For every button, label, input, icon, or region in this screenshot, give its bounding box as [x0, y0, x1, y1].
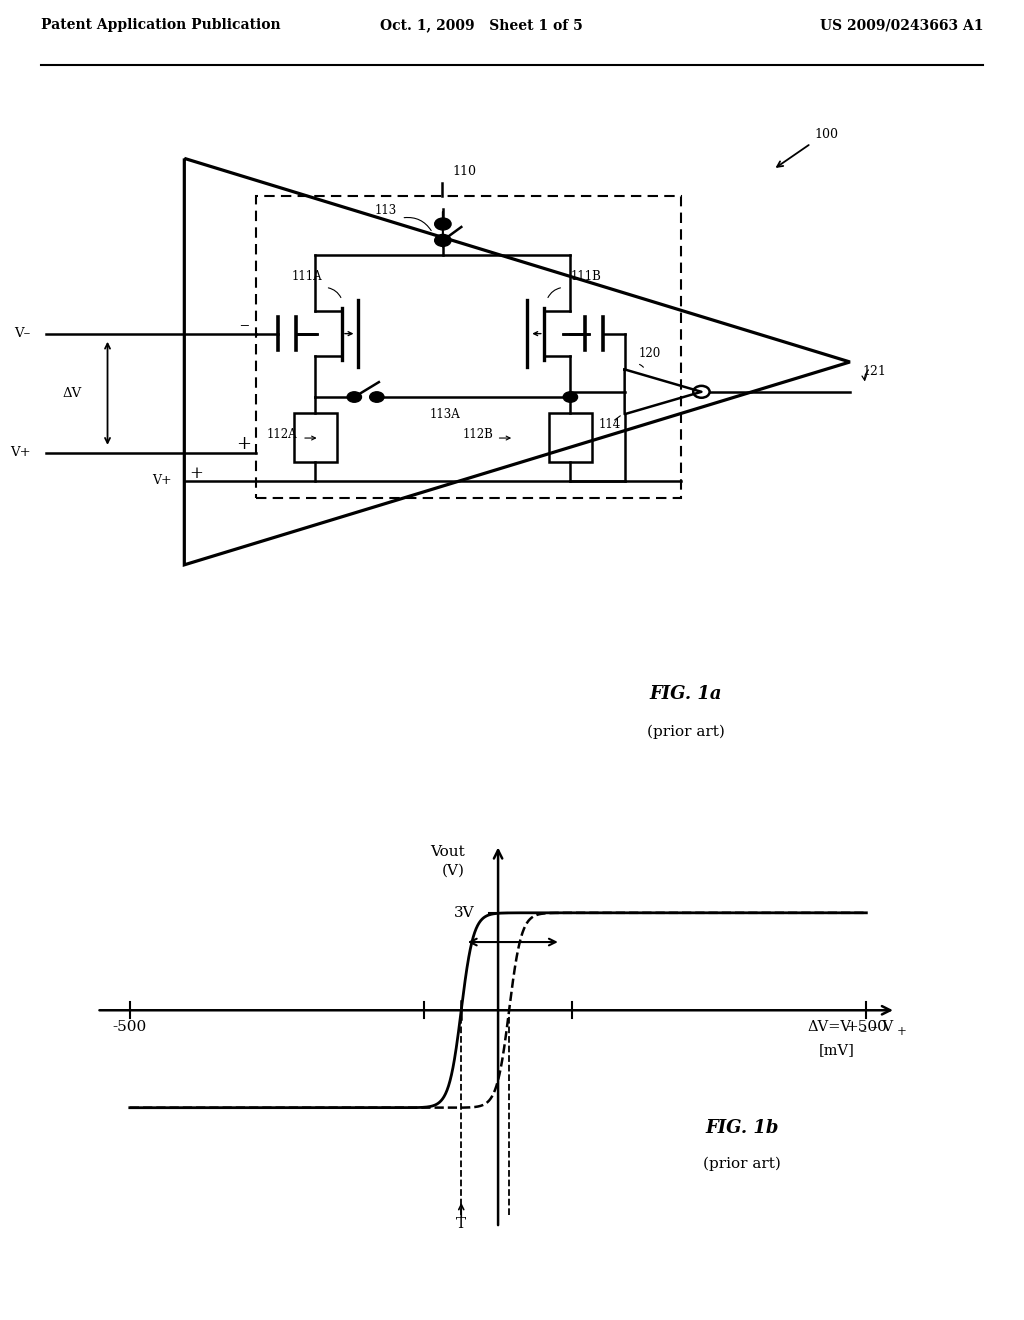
Text: [mV]: [mV] [819, 1043, 855, 1057]
Text: 113: 113 [375, 205, 397, 218]
Text: V–: V– [14, 327, 31, 341]
Text: Vout: Vout [430, 845, 465, 858]
Text: 112A: 112A [266, 428, 297, 441]
Circle shape [370, 392, 384, 403]
Circle shape [563, 392, 578, 403]
Text: 3V: 3V [454, 906, 474, 920]
Text: 121: 121 [862, 366, 886, 379]
Text: 112B: 112B [463, 428, 494, 441]
Text: +500: +500 [846, 1020, 887, 1034]
Text: (V): (V) [442, 865, 465, 878]
Text: US 2009/0243663 A1: US 2009/0243663 A1 [819, 18, 983, 33]
Text: –: – [859, 1024, 866, 1038]
Text: FIG. 1b: FIG. 1b [706, 1118, 779, 1137]
Text: – V: – V [866, 1020, 894, 1034]
Text: FIG. 1a: FIG. 1a [650, 685, 722, 704]
Text: T: T [456, 1217, 466, 1232]
Text: V+: V+ [153, 474, 172, 487]
Text: 111B: 111B [570, 269, 601, 282]
Circle shape [435, 235, 452, 247]
Text: V+: V+ [10, 446, 31, 459]
Bar [549, 413, 592, 462]
Text: 111A: 111A [292, 269, 323, 282]
Text: (prior art): (prior art) [703, 1156, 781, 1171]
Bar [294, 413, 337, 462]
Circle shape [435, 218, 452, 230]
Circle shape [347, 392, 361, 403]
Text: ΔV=V: ΔV=V [808, 1020, 851, 1034]
Text: –: – [239, 315, 249, 334]
Text: 114: 114 [598, 417, 621, 430]
Text: 110: 110 [453, 165, 476, 178]
Text: -500: -500 [113, 1020, 146, 1034]
Text: Oct. 1, 2009   Sheet 1 of 5: Oct. 1, 2009 Sheet 1 of 5 [380, 18, 583, 33]
Text: (prior art): (prior art) [647, 725, 725, 739]
Text: 113A: 113A [430, 408, 461, 421]
Text: Patent Application Publication: Patent Application Publication [41, 18, 281, 33]
Text: +: + [189, 465, 204, 482]
Text: 120: 120 [639, 347, 662, 360]
Text: +: + [897, 1024, 906, 1038]
Text: ΔV: ΔV [62, 387, 81, 400]
Text: +: + [237, 436, 251, 453]
Text: 100: 100 [814, 128, 838, 141]
Bar [256, 195, 681, 498]
